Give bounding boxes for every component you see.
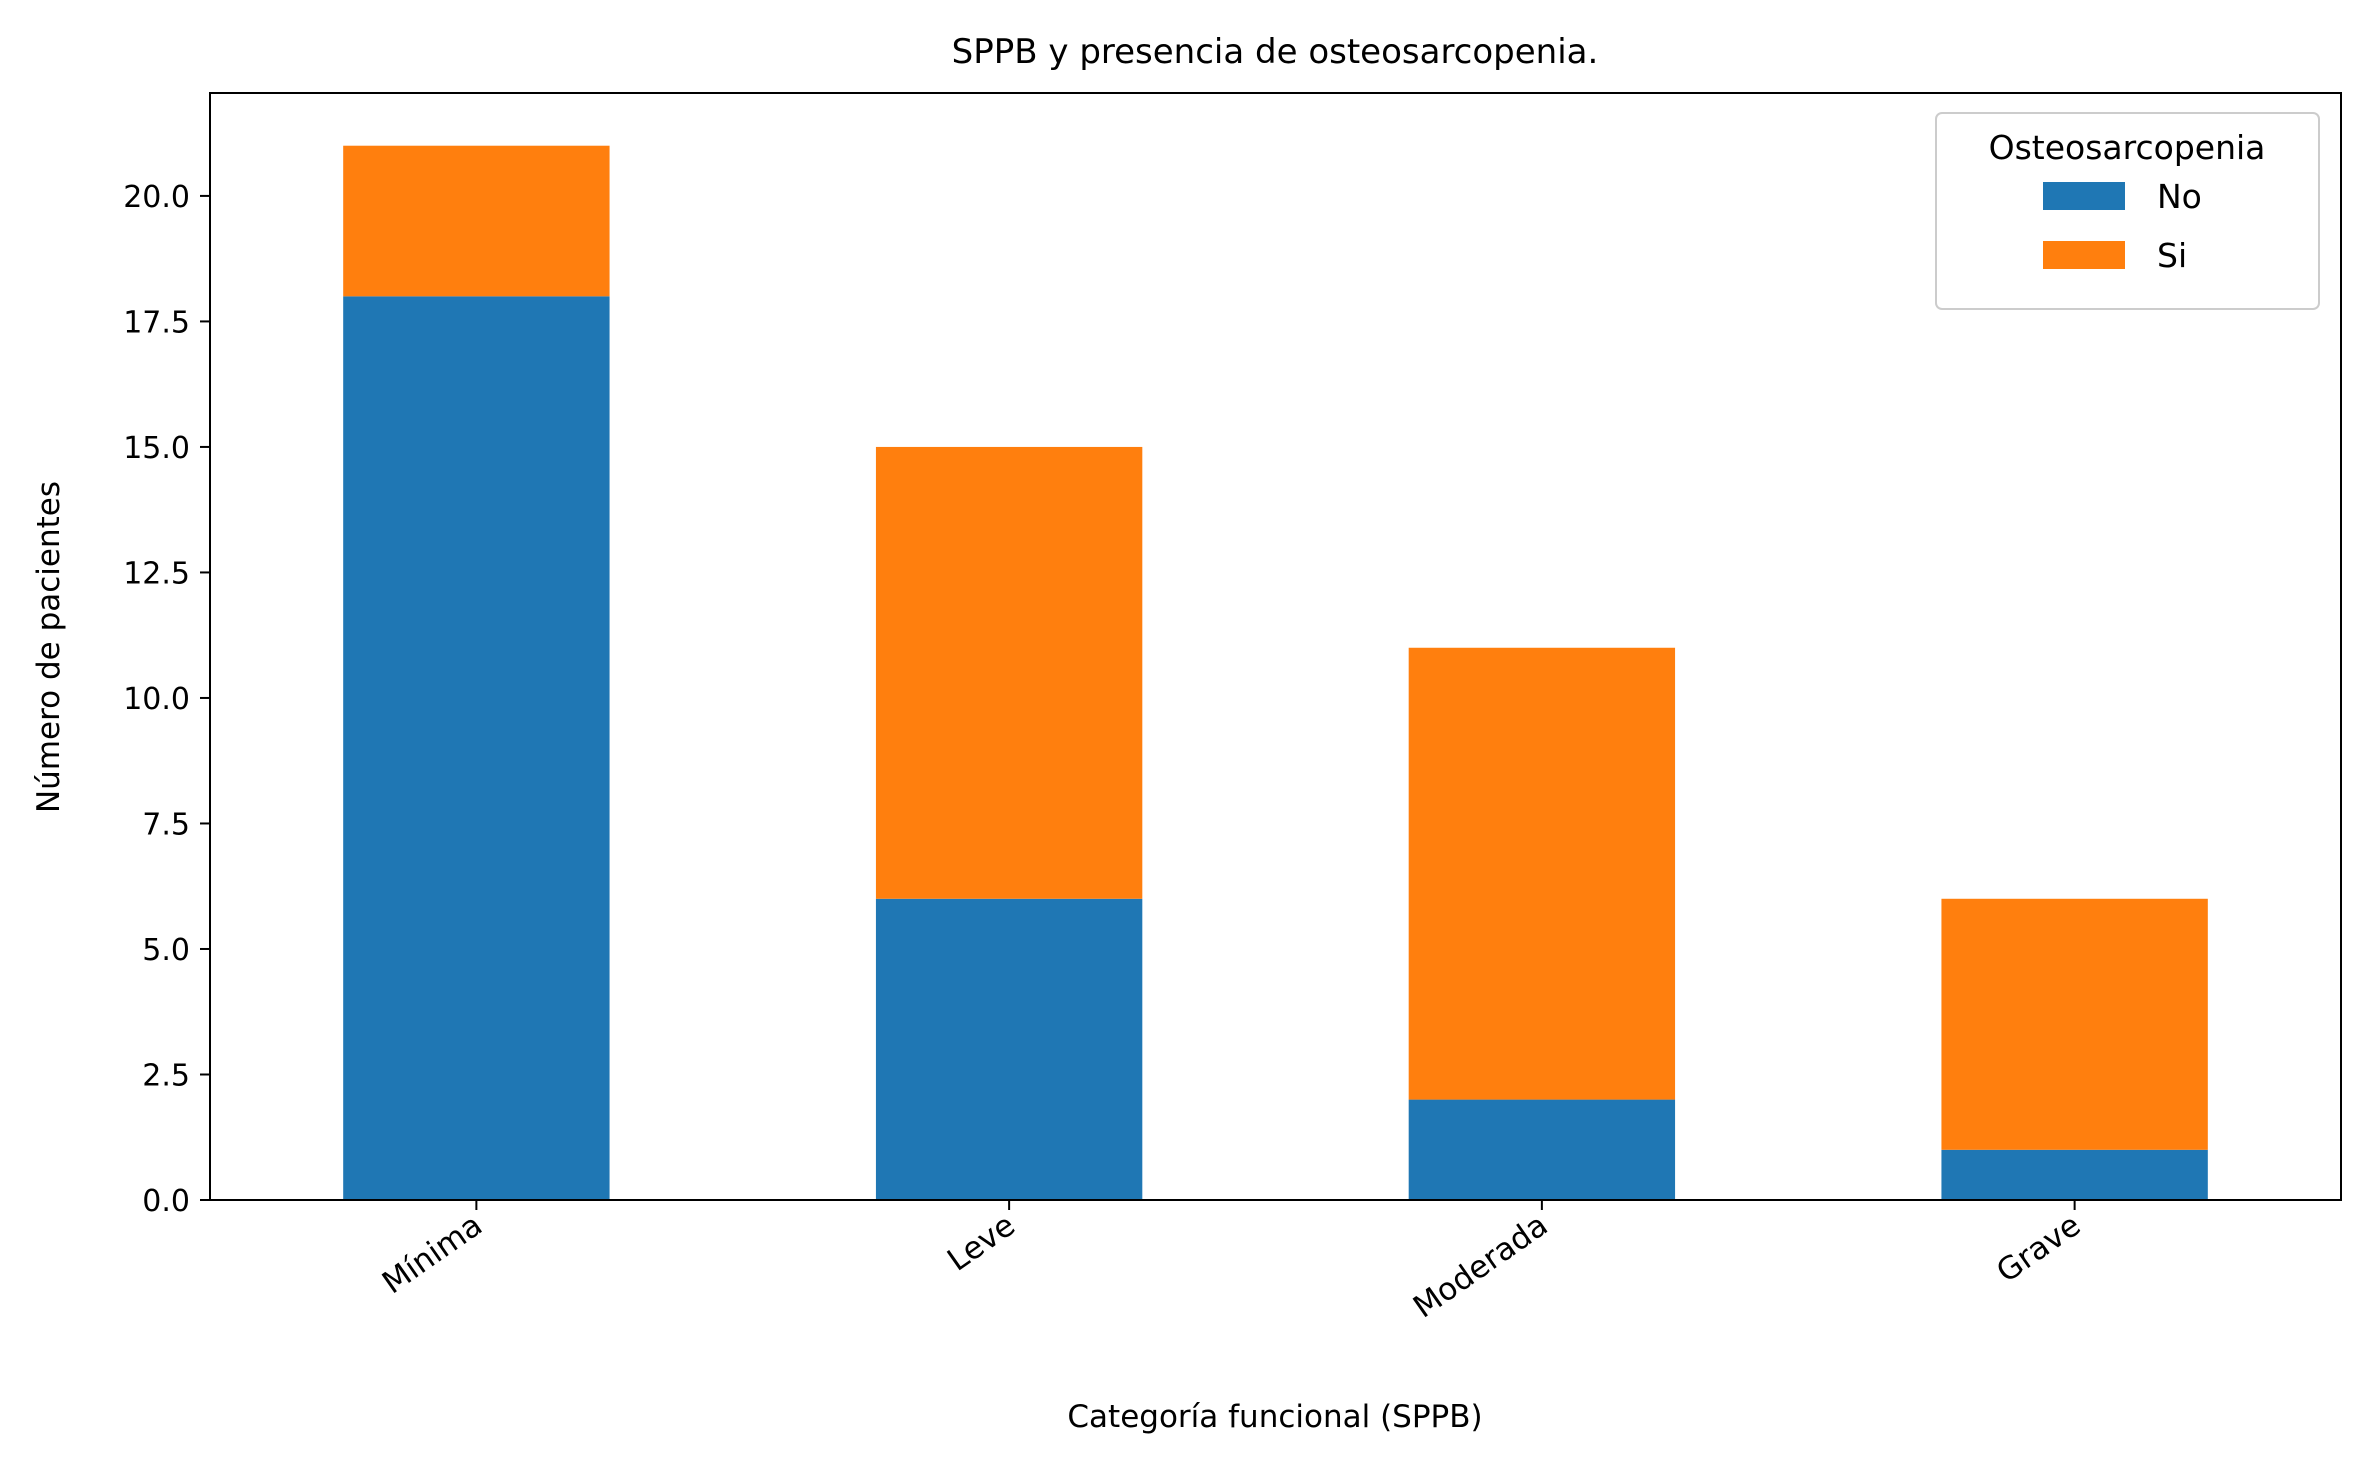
bar-si-0 bbox=[343, 145, 610, 297]
legend-label-si: Si bbox=[2157, 236, 2187, 275]
bar-no-3 bbox=[1941, 1149, 2208, 1200]
legend-title: Osteosarcopenia bbox=[1989, 128, 2266, 167]
bar-si-1 bbox=[875, 446, 1143, 899]
bar-no-0 bbox=[343, 296, 610, 1200]
y-tick-label: 2.5 bbox=[142, 1058, 190, 1093]
legend-box bbox=[1935, 112, 2320, 310]
y-tick-label: 20.0 bbox=[123, 180, 190, 215]
y-tick-label: 15.0 bbox=[123, 431, 190, 466]
chart-title: SPPB y presencia de osteosarcopenia. bbox=[952, 32, 1599, 72]
y-tick-label: 7.5 bbox=[142, 807, 190, 842]
legend-label-no: No bbox=[2157, 177, 2202, 216]
y-tick-label: 5.0 bbox=[142, 933, 190, 968]
y-tick-label: 10.0 bbox=[123, 682, 190, 717]
y-tick-label: 12.5 bbox=[123, 556, 190, 591]
bar-no-2 bbox=[1408, 1099, 1676, 1200]
x-axis-label: Categoría funcional (SPPB) bbox=[1067, 1399, 1482, 1435]
y-tick-label: 0.0 bbox=[142, 1184, 190, 1219]
bar-si-3 bbox=[1941, 898, 2208, 1150]
y-axis: 0.0 2.5 5.0 7.5 10.0 12.5 15.0 17.5 20.0 bbox=[123, 180, 210, 1219]
legend: Osteosarcopenia No Si bbox=[1935, 112, 2320, 310]
bars-group bbox=[343, 145, 2208, 1200]
bar-no-1 bbox=[875, 898, 1143, 1200]
legend-swatch-no bbox=[2043, 182, 2125, 210]
plot-frame bbox=[209, 92, 2342, 1201]
y-axis-label: Número de pacientes bbox=[31, 481, 67, 813]
y-tick-label: 17.5 bbox=[123, 305, 190, 340]
bar-si-2 bbox=[1408, 647, 1676, 1100]
legend-swatch-si bbox=[2043, 241, 2125, 269]
